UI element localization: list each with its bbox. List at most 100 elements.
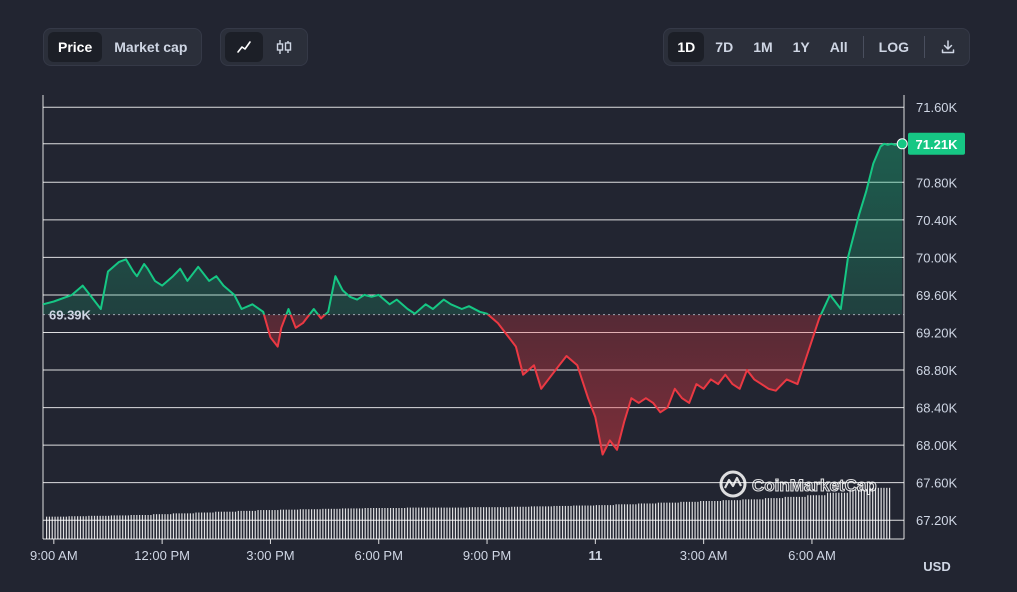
volume-bar	[325, 508, 327, 539]
volume-bar	[389, 507, 392, 539]
volume-bar	[578, 505, 581, 539]
volume-bar	[736, 500, 738, 539]
volume-bar	[158, 514, 160, 539]
tab-price[interactable]: Price	[48, 32, 103, 62]
volume-bar	[294, 509, 296, 539]
volume-bar	[708, 500, 710, 539]
volume-bar	[547, 506, 550, 539]
volume-bar	[795, 496, 798, 539]
volume-bar	[781, 498, 784, 539]
volume-bar	[857, 489, 860, 539]
metric-toggle: Price Market cap	[43, 28, 203, 66]
volume-bar	[449, 507, 451, 539]
volume-bar	[381, 507, 383, 539]
volume-bar	[65, 516, 67, 539]
line-chart-icon[interactable]	[225, 32, 263, 62]
range-1d-button[interactable]: 1D	[668, 32, 705, 62]
volume-bar	[502, 507, 504, 539]
volume-bar	[468, 507, 471, 539]
volume-bar	[189, 513, 191, 539]
log-scale-button[interactable]: LOG	[878, 39, 909, 55]
range-all-button[interactable]: All	[829, 39, 848, 55]
x-tick-label: 3:00 AM	[680, 548, 728, 563]
volume-bar	[463, 507, 465, 539]
volume-bar	[773, 498, 775, 539]
volume-bar	[559, 505, 561, 539]
volume-bar	[186, 513, 189, 539]
volume-bar	[316, 509, 318, 539]
volume-bar	[511, 506, 513, 539]
volume-bar	[838, 492, 840, 539]
volume-bar	[533, 506, 535, 539]
volume-bar	[646, 503, 648, 539]
volume-bar	[516, 506, 519, 539]
volume-bar	[587, 505, 589, 539]
volume-bar	[686, 501, 688, 539]
volume-bar	[750, 499, 753, 539]
volume-bar	[494, 507, 496, 539]
volume-bar	[198, 512, 200, 539]
volume-bar	[764, 498, 767, 539]
volume-bar	[102, 515, 104, 539]
volume-bar	[147, 514, 149, 539]
volume-bar	[99, 515, 101, 539]
volume-bar	[375, 507, 378, 539]
volume-bar	[742, 499, 744, 539]
y-tick-label: 71.60K	[916, 100, 958, 115]
download-icon[interactable]	[931, 32, 965, 62]
volume-bar	[119, 515, 121, 539]
volume-bar	[150, 514, 152, 539]
volume-bar	[626, 504, 628, 539]
x-tick-label: 6:00 PM	[355, 548, 403, 563]
volume-bar	[85, 516, 87, 539]
volume-bar	[260, 510, 262, 539]
candlestick-icon[interactable]	[265, 32, 303, 62]
volume-bar	[564, 505, 566, 539]
volume-bar	[311, 509, 313, 539]
volume-bar	[223, 511, 225, 539]
volume-bar	[133, 514, 135, 539]
volume-bar	[530, 506, 533, 539]
volume-bar	[717, 500, 719, 539]
range-7d-button[interactable]: 7D	[715, 39, 734, 55]
volume-bar	[358, 508, 361, 539]
range-1y-button[interactable]: 1Y	[792, 39, 810, 55]
volume-bar	[719, 500, 722, 539]
volume-bar	[254, 510, 256, 539]
volume-bar	[322, 508, 324, 539]
volume-bar	[347, 508, 349, 539]
volume-bar	[671, 502, 674, 539]
volume-bar	[539, 506, 541, 539]
volume-bar	[406, 507, 409, 539]
volume-bar	[522, 506, 524, 539]
watermark-logo: CoinMarketCap	[719, 470, 877, 498]
tab-market-cap[interactable]: Market cap	[114, 39, 188, 55]
y-tick-label: 68.00K	[916, 438, 958, 453]
volume-bar	[277, 510, 279, 539]
volume-bar	[615, 504, 617, 539]
volume-bar	[528, 506, 530, 539]
volume-bar	[525, 506, 527, 539]
volume-bar	[601, 505, 603, 539]
volume-bar	[46, 516, 48, 539]
volume-bar	[387, 507, 389, 539]
volume-bar	[435, 507, 437, 539]
range-1m-button[interactable]: 1M	[753, 39, 773, 55]
volume-bar	[429, 507, 431, 539]
volume-bar	[342, 508, 344, 539]
volume-bar	[79, 516, 82, 539]
volume-bar	[141, 514, 144, 539]
volume-bar	[798, 496, 800, 539]
x-tick-label: 9:00 AM	[30, 548, 78, 563]
volume-bar	[592, 505, 595, 539]
volume-bar	[660, 502, 662, 539]
volume-bar	[274, 510, 276, 539]
volume-bar	[136, 514, 138, 539]
volume-bar	[584, 505, 586, 539]
volume-bar	[570, 505, 572, 539]
volume-bar	[308, 509, 310, 539]
y-tick-label: 68.40K	[916, 401, 958, 416]
volume-bar	[155, 514, 158, 539]
volume-bar	[192, 513, 194, 539]
